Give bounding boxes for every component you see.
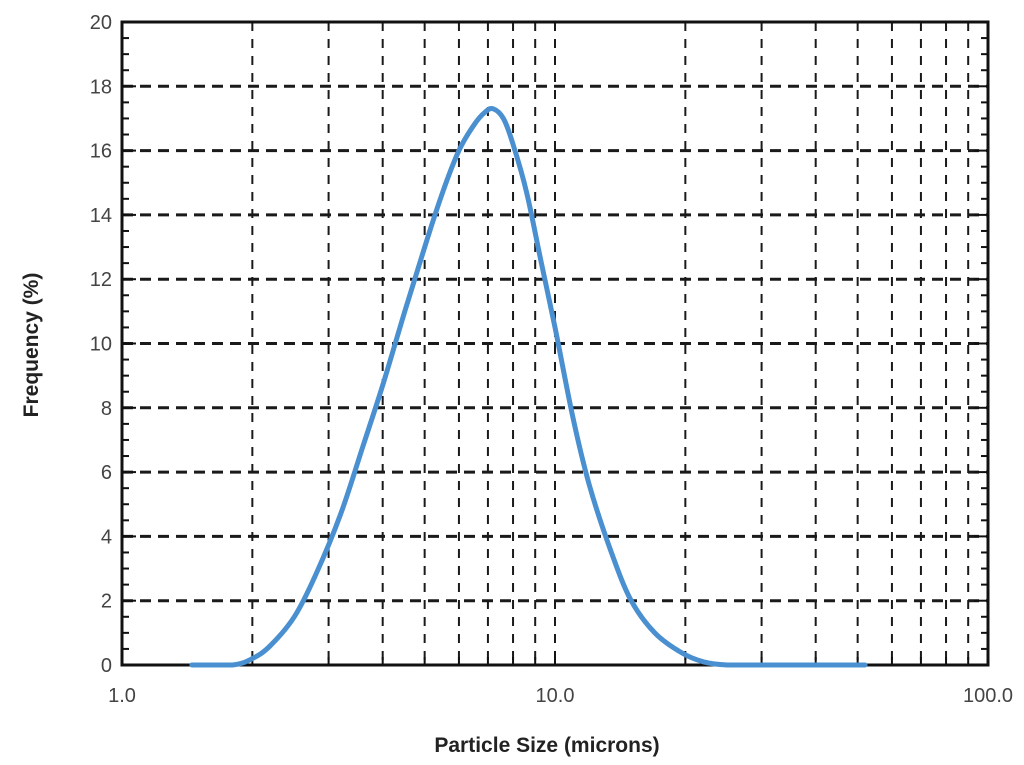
y-tick-label: 10 [90, 334, 112, 356]
x-tick-labels: 1.0 10.0 100.0 [108, 685, 1013, 707]
y-tick-label: 8 [101, 398, 112, 420]
x-tick-label: 100.0 [963, 685, 1013, 707]
grid [122, 22, 988, 665]
y-tick-label: 16 [90, 141, 112, 163]
y-tick-labels: 0 2 4 6 8 10 12 14 16 18 20 [90, 12, 112, 677]
y-tick-label: 20 [90, 12, 112, 34]
series-line [189, 105, 868, 668]
x-tick-label: 10.0 [536, 685, 575, 707]
y-tick-label: 18 [90, 76, 112, 98]
y-tick-label: 6 [101, 462, 112, 484]
y-tick-label: 4 [101, 526, 112, 548]
y-tick-label: 12 [90, 269, 112, 291]
x-tick-label: 1.0 [108, 685, 136, 707]
y-tick-label: 0 [101, 655, 112, 677]
series-group [189, 105, 868, 668]
y-tick-label: 14 [90, 205, 112, 227]
y-axis-label: Frequency (%) [20, 273, 43, 418]
y-tick-label: 2 [101, 591, 112, 613]
tick-marks [121, 21, 989, 666]
x-axis-label: Particle Size (microns) [434, 734, 659, 757]
